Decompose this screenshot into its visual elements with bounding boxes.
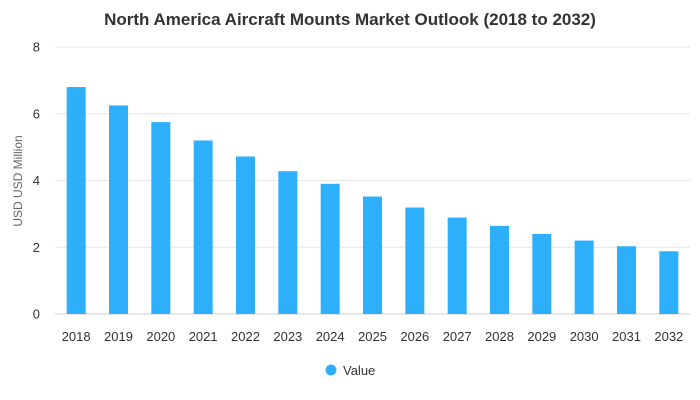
bar-2024[interactable] [320,183,340,314]
bar-2020[interactable] [151,122,171,314]
bar-2026[interactable] [405,207,425,314]
x-tick-label: 2019 [104,329,133,344]
bar-2031[interactable] [617,246,636,314]
legend-marker [325,364,337,376]
y-axis-title: USD USD Million [11,135,25,226]
x-tick-label: 2023 [273,329,302,344]
x-tick-label: 2025 [358,329,387,344]
x-tick-label: 2021 [189,329,218,344]
x-tick-label: 2022 [231,329,260,344]
bar-2028[interactable] [490,225,509,314]
x-tick-label: 2031 [612,329,641,344]
bar-2019[interactable] [109,105,128,314]
y-axis-ticks: 0 2 4 6 8 [33,40,40,322]
x-tick-label: 2028 [485,329,514,344]
x-axis-ticks: 2018 2019 2020 2021 2022 2023 2024 2025 2026 2027… [62,329,684,344]
bar-2030[interactable] [574,240,594,314]
bar-2027[interactable] [447,217,467,314]
x-tick-label: 2026 [400,329,429,344]
x-tick-label: 2020 [146,329,175,344]
x-tick-label: 2018 [62,329,91,344]
y-tick-label: 8 [33,40,40,55]
bar-2025[interactable] [363,196,382,314]
x-tick-label: 2024 [316,329,345,344]
bar-2029[interactable] [532,233,552,314]
y-tick-label: 2 [33,240,40,255]
legend[interactable]: Value [325,363,376,378]
x-tick-label: 2032 [654,329,683,344]
bar-2018[interactable] [66,87,86,314]
y-tick-label: 0 [33,307,40,322]
x-tick-label: 2029 [527,329,556,344]
bar-2021[interactable] [193,140,213,314]
legend-label-value: Value [343,363,375,378]
bar-2023[interactable] [278,171,298,314]
chart-title: North America Aircraft Mounts Market Out… [104,10,596,29]
bars [66,87,679,314]
y-tick-label: 4 [33,173,40,188]
y-tick-label: 6 [33,106,40,121]
bar-2022[interactable] [236,156,255,314]
x-tick-label: 2030 [570,329,599,344]
x-tick-label: 2027 [443,329,472,344]
bar-2032[interactable] [659,251,679,314]
